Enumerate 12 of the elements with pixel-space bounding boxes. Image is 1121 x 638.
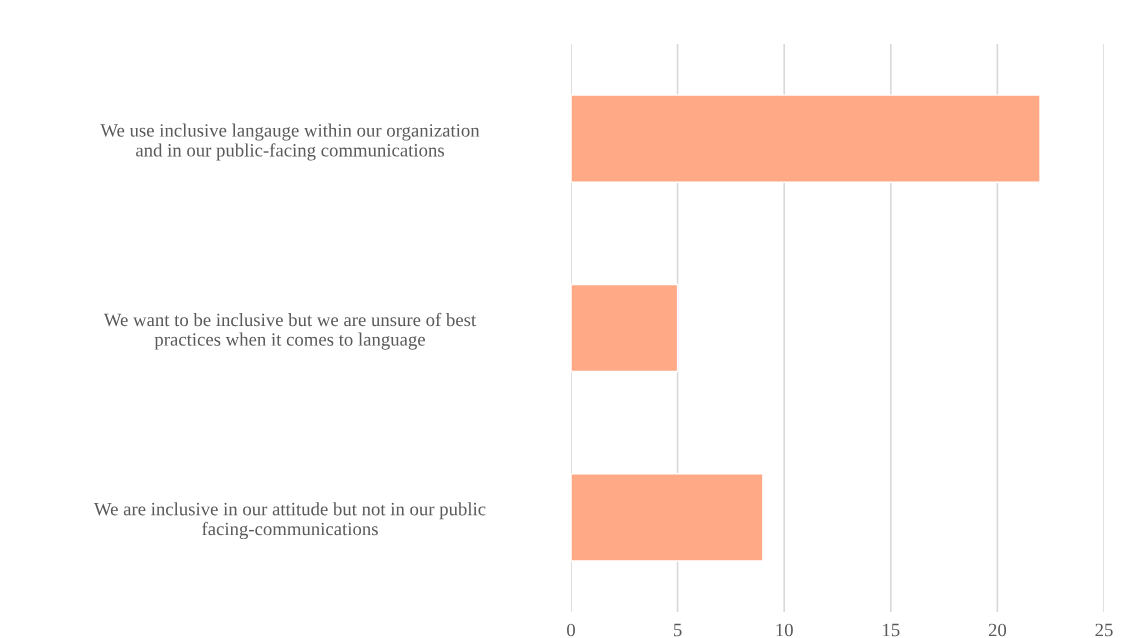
bar (571, 94, 1041, 183)
y-tick-label: We are inclusive in our attitude but not in our public facing-communications (93, 502, 486, 540)
x-tick-label: 15 (883, 623, 900, 637)
bar (571, 473, 764, 562)
x-tick-label: 20 (988, 623, 1007, 637)
x-tick-label: 25 (1095, 623, 1113, 637)
y-tick-label: We use inclusive langauge within our organization and in our public-facing communications (100, 123, 480, 161)
x-tick-label: 0 (567, 623, 575, 637)
x-tick-label: 5 (674, 623, 682, 637)
y-tick-label: We want to be inclusive but we are unsure of best practices when it comes to language (103, 312, 477, 350)
x-tick-label: 10 (776, 623, 793, 637)
bar (571, 283, 679, 373)
